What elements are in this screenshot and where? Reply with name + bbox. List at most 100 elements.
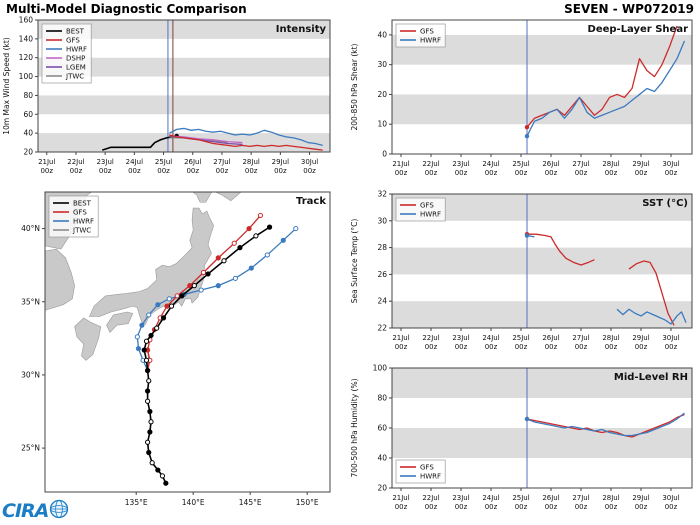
svg-text:30°N: 30°N	[21, 370, 40, 379]
svg-text:00z: 00z	[515, 343, 528, 351]
svg-text:40°N: 40°N	[21, 224, 40, 233]
svg-text:20: 20	[377, 484, 387, 493]
svg-text:21Jul: 21Jul	[392, 334, 409, 342]
svg-text:GFS: GFS	[420, 464, 434, 472]
svg-text:700-500 hPa Humidity (%): 700-500 hPa Humidity (%)	[350, 378, 359, 477]
cira-logo-text: CIRA	[2, 500, 49, 522]
svg-text:00z: 00z	[395, 169, 408, 177]
svg-text:24Jul: 24Jul	[482, 160, 499, 168]
svg-text:25Jul: 25Jul	[512, 494, 529, 502]
svg-text:27Jul: 27Jul	[572, 160, 589, 168]
track-map: 135°E 140°E 145°E 150°E 25°N 30°N 35°N 40°N Trac…	[0, 188, 336, 522]
svg-text:00z: 00z	[70, 167, 83, 175]
svg-text:00z: 00z	[605, 503, 618, 511]
svg-text:140°E: 140°E	[182, 498, 205, 507]
svg-text:GFS: GFS	[420, 202, 434, 210]
svg-text:10m Max Wind Speed (kt): 10m Max Wind Speed (kt)	[2, 37, 11, 134]
svg-text:23Jul: 23Jul	[452, 334, 469, 342]
svg-text:21Jul: 21Jul	[392, 494, 409, 502]
deep-layer-shear-chart: 21Jul 00z 22Jul 00z 23Jul 00z 24Jul 00z 25Jul 00z…	[348, 16, 700, 190]
svg-text:28: 28	[377, 243, 387, 252]
svg-text:40: 40	[377, 454, 387, 463]
svg-text:HWRF: HWRF	[420, 211, 441, 219]
svg-text:32: 32	[377, 190, 387, 199]
svg-text:24Jul: 24Jul	[482, 494, 499, 502]
svg-text:00z: 00z	[455, 343, 468, 351]
svg-text:150°E: 150°E	[296, 498, 319, 507]
svg-text:00z: 00z	[635, 169, 648, 177]
svg-text:21Jul: 21Jul	[392, 160, 409, 168]
svg-text:24Jul: 24Jul	[126, 158, 143, 166]
cira-logo: CIRA	[2, 494, 72, 524]
svg-text:00z: 00z	[485, 343, 498, 351]
svg-text:HWRF: HWRF	[73, 218, 94, 226]
svg-text:40: 40	[377, 30, 387, 39]
svg-text:26Jul: 26Jul	[184, 158, 201, 166]
svg-text:29Jul: 29Jul	[272, 158, 289, 166]
svg-text:29Jul: 29Jul	[632, 334, 649, 342]
svg-text:29Jul: 29Jul	[632, 160, 649, 168]
svg-text:22Jul: 22Jul	[422, 334, 439, 342]
svg-text:00z: 00z	[425, 343, 438, 351]
svg-text:00z: 00z	[303, 167, 316, 175]
svg-text:26: 26	[377, 270, 387, 279]
intensity-chart: 21Jul 00z 22Jul 00z 23Jul 00z 24Jul 00z 25Jul 00z…	[0, 16, 336, 188]
svg-text:40: 40	[23, 129, 33, 138]
svg-text:BEST: BEST	[66, 28, 85, 36]
svg-text:35°N: 35°N	[21, 297, 40, 306]
svg-text:00z: 00z	[665, 169, 678, 177]
svg-text:00z: 00z	[485, 503, 498, 511]
svg-text:28Jul: 28Jul	[602, 160, 619, 168]
svg-text:00z: 00z	[665, 503, 678, 511]
svg-text:00z: 00z	[245, 167, 258, 175]
svg-text:00z: 00z	[186, 167, 199, 175]
svg-text:SST (°C): SST (°C)	[642, 198, 688, 209]
svg-text:GFS: GFS	[66, 37, 80, 45]
svg-text:JTWC: JTWC	[72, 227, 91, 235]
svg-text:80: 80	[23, 91, 33, 100]
svg-text:HWRF: HWRF	[420, 37, 441, 45]
svg-text:26Jul: 26Jul	[542, 494, 559, 502]
svg-text:BEST: BEST	[73, 200, 92, 208]
svg-text:23Jul: 23Jul	[452, 160, 469, 168]
sst-chart: 21Jul 00z 22Jul 00z 23Jul 00z 24Jul 00z 25Jul 00z…	[348, 190, 700, 364]
svg-text:22Jul: 22Jul	[67, 158, 84, 166]
svg-text:00z: 00z	[545, 343, 558, 351]
svg-text:25°N: 25°N	[21, 444, 40, 453]
svg-text:24Jul: 24Jul	[482, 334, 499, 342]
svg-text:00z: 00z	[455, 503, 468, 511]
svg-text:20: 20	[23, 148, 33, 157]
svg-text:30Jul: 30Jul	[662, 494, 679, 502]
svg-text:25Jul: 25Jul	[155, 158, 172, 166]
svg-text:00z: 00z	[665, 343, 678, 351]
svg-text:25Jul: 25Jul	[512, 334, 529, 342]
svg-text:29Jul: 29Jul	[632, 494, 649, 502]
svg-text:0: 0	[382, 150, 387, 159]
svg-text:28Jul: 28Jul	[242, 158, 259, 166]
svg-text:23Jul: 23Jul	[96, 158, 113, 166]
svg-text:20: 20	[377, 90, 387, 99]
page-title: Multi-Model Diagnostic Comparison	[6, 2, 247, 16]
svg-text:23Jul: 23Jul	[452, 494, 469, 502]
svg-text:00z: 00z	[99, 167, 112, 175]
svg-text:140: 140	[19, 34, 34, 43]
svg-text:30: 30	[377, 60, 387, 69]
svg-text:22Jul: 22Jul	[422, 160, 439, 168]
svg-text:28Jul: 28Jul	[602, 334, 619, 342]
storm-id: SEVEN - WP072019	[564, 2, 694, 16]
svg-text:26Jul: 26Jul	[542, 334, 559, 342]
svg-text:Deep-Layer Shear: Deep-Layer Shear	[588, 24, 689, 35]
svg-text:160: 160	[19, 16, 34, 25]
svg-text:GFS: GFS	[73, 209, 87, 217]
svg-text:HWRF: HWRF	[66, 46, 87, 54]
svg-text:135°E: 135°E	[125, 498, 148, 507]
svg-text:27Jul: 27Jul	[572, 494, 589, 502]
svg-text:100: 100	[373, 364, 388, 373]
svg-text:00z: 00z	[515, 503, 528, 511]
svg-text:26Jul: 26Jul	[542, 160, 559, 168]
svg-text:00z: 00z	[545, 503, 558, 511]
svg-text:Track: Track	[296, 196, 326, 207]
svg-text:00z: 00z	[157, 167, 170, 175]
svg-text:00z: 00z	[545, 169, 558, 177]
svg-text:25Jul: 25Jul	[512, 160, 529, 168]
